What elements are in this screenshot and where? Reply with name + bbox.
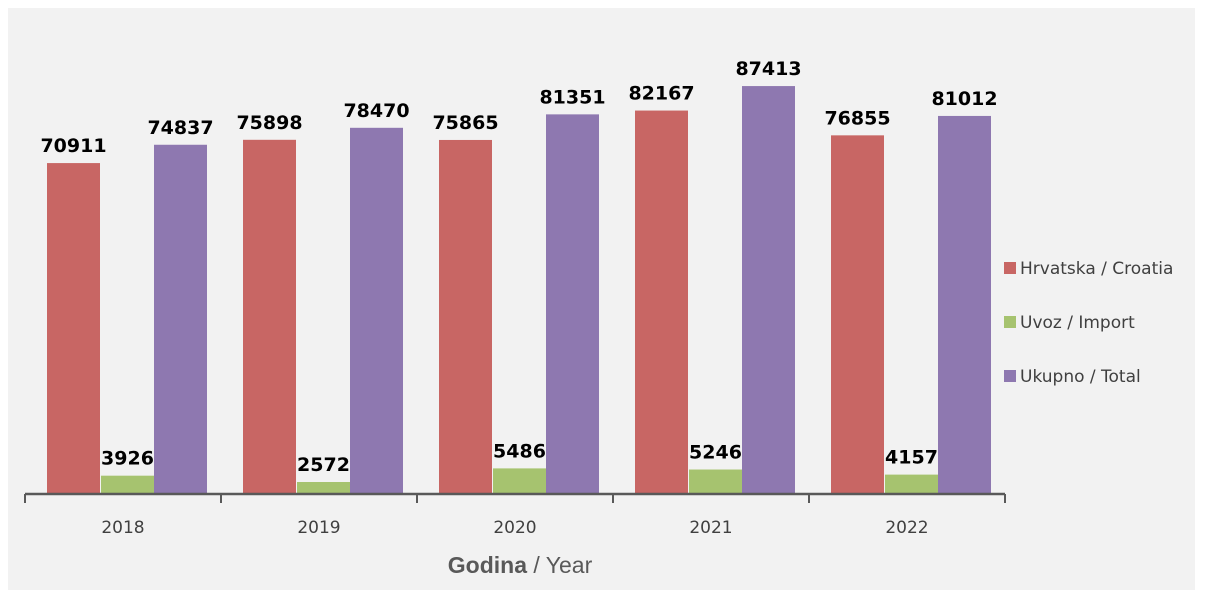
bar-2-2019 — [297, 481, 350, 494]
bar-2-2021 — [689, 469, 742, 494]
bar-2-2020 — [493, 468, 546, 494]
x-tick-label-2018: 2018 — [101, 518, 144, 538]
data-label-3-2018: 74837 — [147, 117, 213, 139]
x-tick-label-2020: 2020 — [493, 518, 536, 538]
bar-3-2021 — [742, 86, 795, 495]
legend-swatch-3 — [1004, 370, 1016, 382]
data-label-2-2022: 4157 — [885, 447, 938, 469]
data-label-3-2019: 78470 — [343, 100, 409, 122]
bar-1-2022 — [831, 135, 884, 495]
x-tick-label-2019: 2019 — [297, 518, 340, 538]
data-label-2-2020: 5486 — [493, 440, 546, 462]
legend-label-2: Uvoz / Import — [1020, 313, 1135, 333]
bar-3-2019 — [350, 127, 403, 494]
data-label-3-2022: 81012 — [931, 88, 997, 110]
data-label-1-2022: 76855 — [824, 107, 890, 129]
bar-1-2021 — [635, 110, 688, 494]
bar-1-2019 — [243, 139, 296, 494]
data-label-3-2020: 81351 — [539, 86, 605, 108]
data-label-2-2021: 5246 — [689, 442, 742, 464]
data-label-1-2018: 70911 — [40, 135, 106, 157]
data-label-1-2019: 75898 — [236, 112, 302, 134]
legend-swatch-1 — [1004, 262, 1016, 274]
x-axis-title-bold: Godina — [447, 552, 527, 578]
legend-label-1: Hrvatska / Croatia — [1020, 259, 1173, 279]
data-label-2-2019: 2572 — [297, 454, 350, 476]
bar-3-2020 — [546, 114, 599, 494]
bar-2-2018 — [101, 475, 154, 494]
bar-3-2018 — [154, 144, 207, 494]
data-label-1-2021: 82167 — [628, 83, 694, 105]
x-tick-label-2022: 2022 — [885, 518, 928, 538]
legend-swatch-2 — [1004, 316, 1016, 328]
bar-3-2022 — [938, 115, 991, 494]
bar-2-2022 — [885, 474, 938, 494]
data-label-2-2018: 3926 — [101, 448, 154, 470]
bar-1-2020 — [439, 139, 492, 495]
x-axis-title-rest: / Year — [527, 552, 593, 578]
legend-label-3: Ukupno / Total — [1020, 367, 1141, 387]
x-tick-label-2021: 2021 — [689, 518, 732, 538]
x-axis-title: Godina / Year — [0, 552, 1040, 579]
data-label-1-2020: 75865 — [432, 112, 498, 134]
data-label-3-2021: 87413 — [735, 58, 801, 80]
bar-1-2018 — [47, 163, 100, 494]
